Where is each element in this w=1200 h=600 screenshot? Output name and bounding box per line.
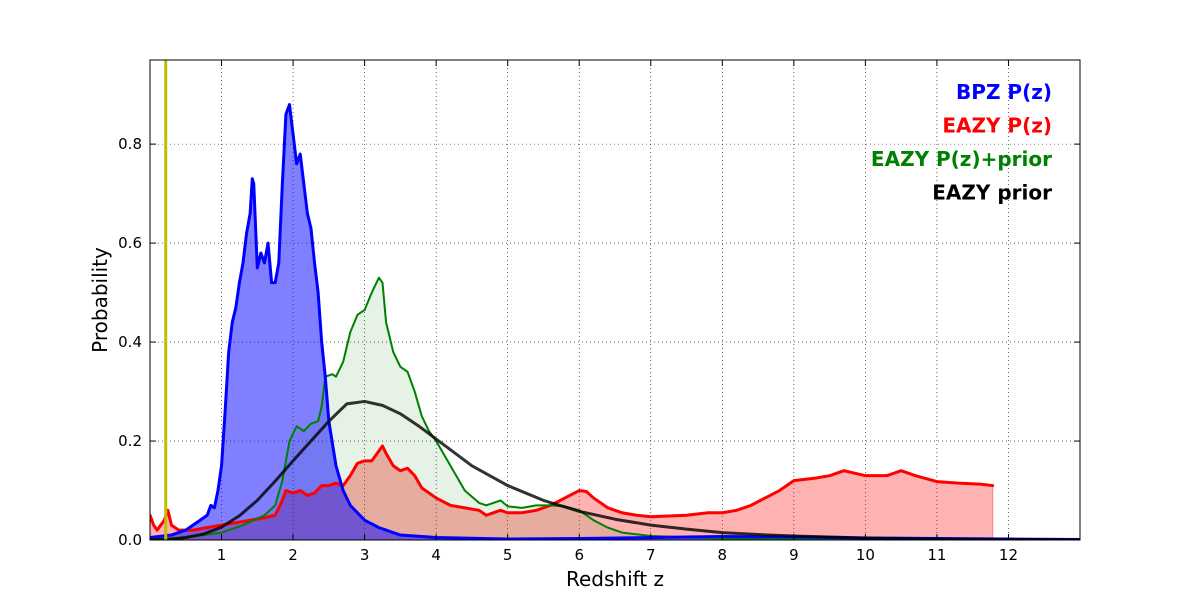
series-layer: [150, 60, 1080, 540]
x-tick-label: 10: [856, 546, 875, 564]
x-tick-label: 12: [999, 546, 1018, 564]
legend: BPZ P(z) EAZY P(z) EAZY P(z)+prior EAZY pri…: [871, 80, 1052, 205]
x-axis-title: Redshift z: [566, 567, 664, 591]
x-tick-label: 5: [503, 546, 513, 564]
x-tick-label: 9: [789, 546, 799, 564]
y-tick-label: 0.4: [118, 333, 142, 351]
x-tick-label: 6: [574, 546, 584, 564]
legend-entry: EAZY P(z)+prior: [871, 147, 1052, 171]
x-tick-label: 2: [288, 546, 298, 564]
series-line-bpz-p-z: [150, 103, 1080, 540]
x-tick-label: 1: [217, 546, 227, 564]
y-tick-label: 0.0: [118, 531, 142, 549]
legend-entry: BPZ P(z): [956, 80, 1052, 104]
y-tick-label: 0.8: [118, 135, 142, 153]
ticks: 1 2 3 4 5 6 7 8 9 10 11 120.00.20.40.60.8: [118, 60, 1080, 564]
plot-frame: [149, 59, 1081, 541]
series-area-bpz-p-z: [150, 104, 1080, 540]
x-tick-label: 8: [718, 546, 728, 564]
y-tick-label: 0.2: [118, 432, 142, 450]
grid: [150, 60, 1080, 540]
x-tick-label: 11: [927, 546, 946, 564]
legend-entry: EAZY prior: [932, 181, 1052, 205]
series-line-eazy-prior: [150, 399, 1080, 540]
x-tick-label: 4: [431, 546, 441, 564]
legend-entry: EAZY P(z): [942, 114, 1052, 138]
x-tick-label: 7: [646, 546, 656, 564]
y-axis-title: Probability: [88, 247, 112, 353]
x-tick-label: 3: [360, 546, 370, 564]
y-tick-label: 0.6: [118, 234, 142, 252]
